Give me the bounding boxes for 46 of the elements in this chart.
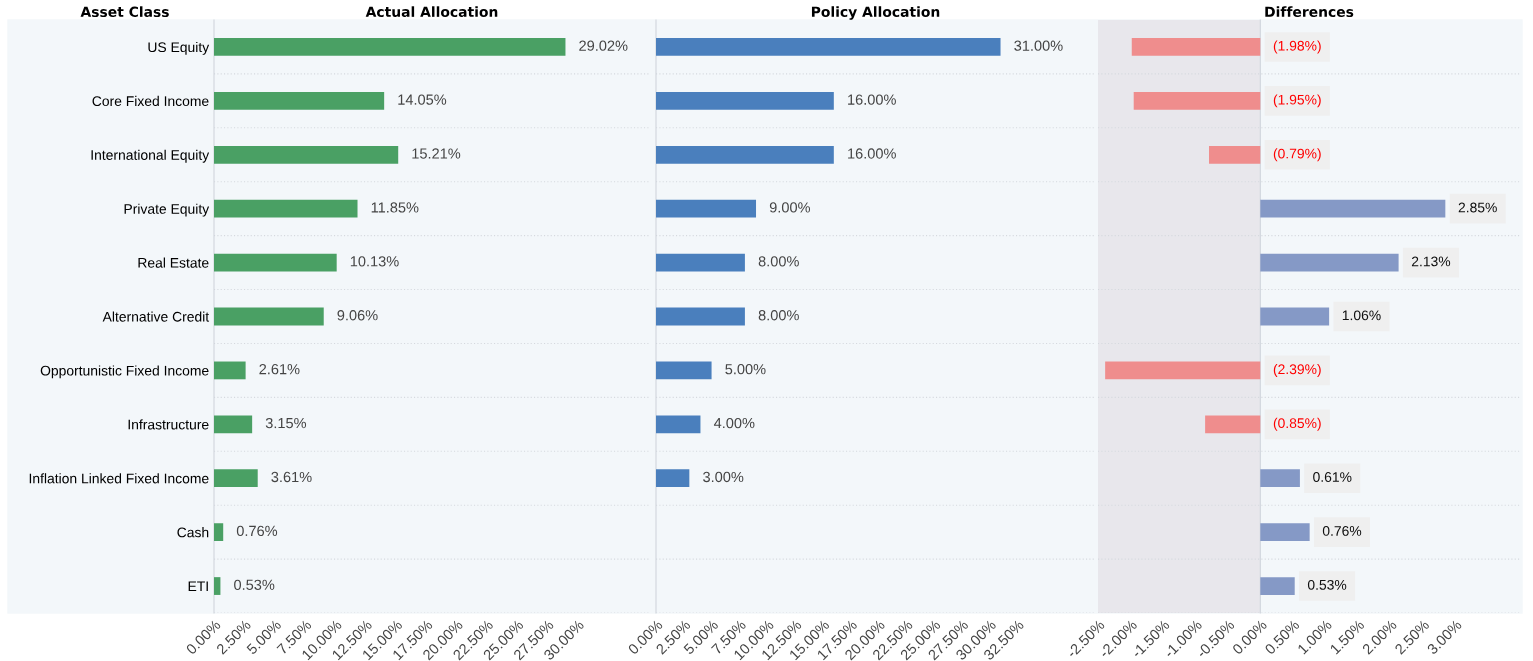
data-label: 0.76% (236, 525, 278, 537)
data-label: 8.00% (758, 256, 799, 267)
data-label: 9.00% (769, 202, 811, 213)
data-label: 2.85% (1458, 202, 1497, 213)
data-label: 9.06% (337, 310, 378, 321)
data-label: 2.61% (259, 364, 300, 375)
data-label: 31.00% (1014, 40, 1063, 51)
y-tick-label: US Equity (148, 41, 210, 55)
y-tick-label: Private Equity (124, 203, 210, 217)
data-label: 0.53% (1307, 579, 1347, 590)
chart-title: Actual Allocation (365, 6, 498, 18)
data-label: 4.00% (713, 417, 755, 429)
data-label: 10.13% (350, 256, 399, 267)
data-label: 3.61% (271, 471, 312, 483)
y-tick-label: Alternative Credit (102, 311, 210, 322)
data-label: 16.00% (848, 148, 896, 159)
y-tick-label: Opportunistic Fixed Income (40, 365, 209, 379)
y-tick-label: Cash (177, 527, 209, 538)
y-tick-label: Inflation Linked Fixed Income (29, 473, 209, 484)
y-tick-label: International Equity (91, 149, 210, 163)
y-tick-label: Core Fixed Income (92, 95, 209, 107)
data-label: 0.61% (1313, 472, 1352, 482)
data-label: (0.79%) (1273, 148, 1321, 162)
data-label: 16.00% (848, 94, 896, 105)
data-label: 11.85% (371, 202, 419, 213)
data-label: 15.21% (412, 148, 461, 159)
data-label: 3.15% (265, 417, 307, 429)
data-label: 14.05% (398, 94, 447, 105)
y-tick-label: ETI (188, 581, 208, 592)
data-label: 29.02% (579, 40, 628, 51)
data-label: 3.00% (703, 471, 744, 483)
data-label: (1.98%) (1273, 40, 1321, 54)
data-label: 0.53% (234, 579, 275, 590)
chart-title: Differences (1265, 6, 1354, 18)
data-label: 1.06% (1342, 310, 1381, 321)
data-label: 2.13% (1411, 256, 1451, 267)
data-label: 5.00% (725, 364, 766, 375)
data-label: (2.39%) (1273, 363, 1321, 377)
data-label: 0.76% (1322, 526, 1362, 536)
data-label: (1.95%) (1273, 94, 1321, 108)
data-label: 8.00% (758, 310, 799, 321)
data-label: (0.85%) (1273, 417, 1321, 431)
y-tick-label: Real Estate (138, 257, 209, 268)
y-tick-label: Infrastructure (128, 419, 209, 430)
chart-title: Policy Allocation (811, 6, 940, 20)
y-axis-title: Asset Class (80, 6, 169, 18)
